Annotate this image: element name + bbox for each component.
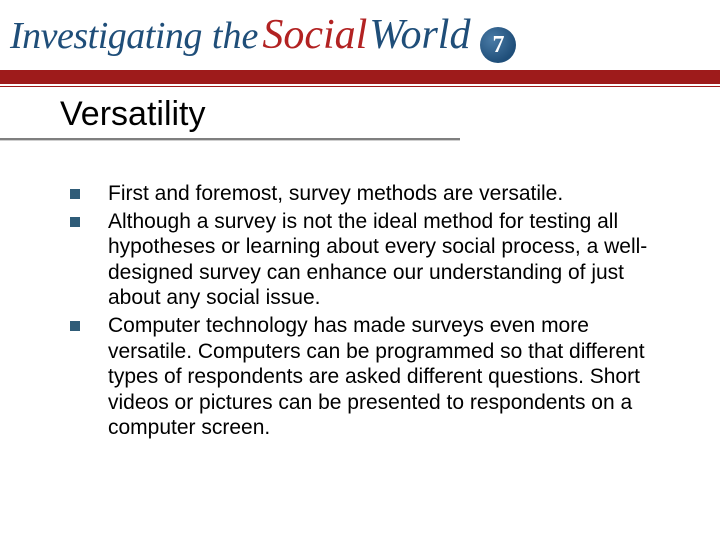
square-bullet-icon — [70, 217, 80, 227]
header-red-bar — [0, 70, 720, 84]
square-bullet-icon — [70, 189, 80, 199]
brand-part-the: the — [212, 14, 258, 58]
list-item: First and foremost, survey methods are v… — [70, 181, 670, 207]
slide-content: First and foremost, survey methods are v… — [0, 141, 720, 441]
list-item: Although a survey is not the ideal metho… — [70, 209, 670, 311]
brand-title: Investigating the Social World 7 — [10, 11, 516, 60]
bullet-text: First and foremost, survey methods are v… — [108, 181, 563, 207]
square-bullet-icon — [70, 321, 80, 331]
bullet-text: Although a survey is not the ideal metho… — [108, 209, 670, 311]
slide-header: Investigating the Social World 7 — [0, 0, 720, 70]
bullet-text: Computer technology has made surveys eve… — [108, 313, 670, 441]
brand-part-social: Social — [262, 11, 367, 59]
list-item: Computer technology has made surveys eve… — [70, 313, 670, 441]
brand-part-investigating: Investigating — [10, 14, 202, 58]
slide-title: Versatility — [0, 87, 720, 138]
edition-badge: 7 — [480, 27, 516, 63]
brand-part-world: World — [369, 11, 470, 59]
